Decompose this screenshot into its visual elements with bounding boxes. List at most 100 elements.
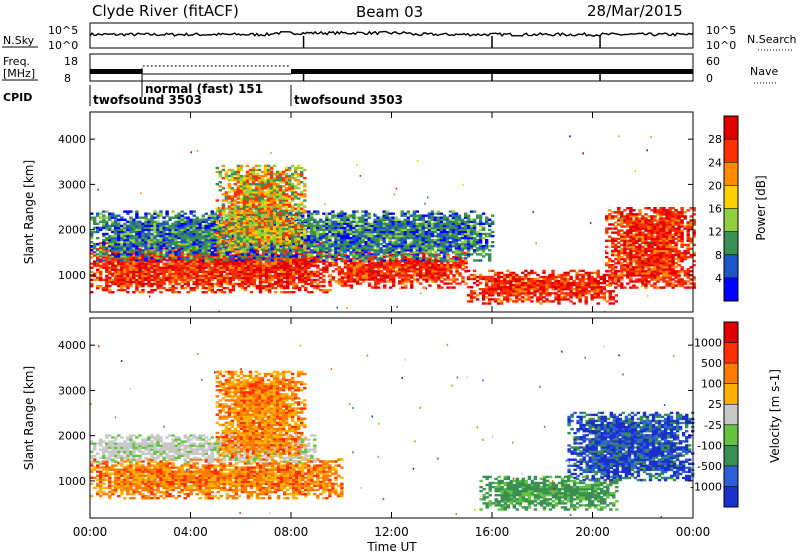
heatmap-cell <box>159 280 163 284</box>
heatmap-cell <box>689 225 693 228</box>
heatmap-cell <box>593 277 597 281</box>
heatmap-cell <box>569 292 573 295</box>
cpid-segment-2: normal (fast) 151 <box>145 82 263 96</box>
heatmap-cell <box>632 237 636 240</box>
heatmap-cell <box>518 290 522 293</box>
heatmap-cell <box>189 212 193 215</box>
heatmap-cell <box>204 266 208 269</box>
heatmap-cell <box>171 274 175 278</box>
heatmap-cell <box>93 222 97 225</box>
heatmap-cell <box>243 280 248 284</box>
heatmap-cell <box>141 272 145 275</box>
heatmap-cell <box>286 272 290 275</box>
heatmap-cell <box>132 230 136 234</box>
heatmap-cell <box>578 290 582 293</box>
heatmap-cell <box>392 282 396 285</box>
heatmap-cell <box>99 266 103 269</box>
heatmap-cell <box>177 249 181 252</box>
heatmap-cell <box>90 274 94 278</box>
heatmap-cell <box>668 251 672 255</box>
heatmap-cell <box>228 262 233 265</box>
heatmap-cell <box>225 266 230 269</box>
heatmap-cell <box>313 230 317 234</box>
heatmap-cell <box>201 251 205 254</box>
heatmap-cell <box>677 225 681 228</box>
heatmap-cell <box>389 276 393 279</box>
heatmap-cell <box>180 280 184 284</box>
heatmap-cell <box>174 222 178 225</box>
heatmap-cell <box>617 276 621 279</box>
heatmap-cell <box>261 266 266 269</box>
heatmap-cell <box>620 251 624 255</box>
heatmap-cell <box>557 286 561 289</box>
heatmap-cell <box>289 266 293 269</box>
heatmap-cell <box>404 266 408 269</box>
heatmap-cell <box>533 292 537 295</box>
heatmap-cell <box>355 270 360 273</box>
heatmap-cell <box>147 268 151 271</box>
heatmap-cell <box>138 282 142 286</box>
heatmap-cell <box>413 266 417 269</box>
heatmap-cell <box>614 266 618 269</box>
heatmap-cell <box>114 234 118 238</box>
heatmap-cell <box>677 284 681 287</box>
heatmap-cell <box>509 279 513 283</box>
heatmap-cell <box>521 300 525 303</box>
heatmap-cell <box>189 222 193 225</box>
heatmap-cell <box>440 274 444 277</box>
heatmap-cell <box>292 266 296 269</box>
heatmap-cell <box>120 262 124 265</box>
heatmap-cell <box>443 266 447 269</box>
heatmap-cell <box>404 278 408 281</box>
heatmap-cell <box>93 245 97 248</box>
heatmap-cell <box>428 276 432 279</box>
heatmap-cell <box>249 272 254 275</box>
heatmap-cell <box>186 254 190 257</box>
heatmap-cell <box>231 276 236 280</box>
heatmap-cell <box>204 280 208 284</box>
heatmap-cell <box>322 245 326 248</box>
heatmap-cell <box>316 230 320 234</box>
heatmap-cell <box>632 233 636 236</box>
heatmap-cell <box>626 264 630 267</box>
heatmap-cell <box>440 280 444 283</box>
heatmap-cell <box>331 220 335 223</box>
heatmap-cell <box>120 282 124 286</box>
heatmap-cell <box>569 281 573 285</box>
heatmap-cell <box>425 274 429 277</box>
heatmap-cell <box>446 262 450 265</box>
heatmap-cell <box>364 278 369 281</box>
heatmap-cell <box>623 274 627 277</box>
heatmap-cell <box>689 219 693 222</box>
heatmap-cell <box>653 219 657 222</box>
heatmap-cell <box>102 218 106 221</box>
heatmap-cell <box>93 272 97 275</box>
heatmap-cell <box>656 221 660 224</box>
heatmap-cell <box>144 234 148 238</box>
heatmap-cell <box>653 278 657 281</box>
heatmap-cell <box>629 243 633 247</box>
heatmap-cell <box>105 276 109 280</box>
heatmap-cell <box>419 268 423 271</box>
heatmap-cell <box>117 232 121 236</box>
heatmap-cell <box>192 249 196 252</box>
heatmap-cell <box>267 278 272 282</box>
heatmap-cell <box>90 256 94 259</box>
heatmap-cell <box>210 262 214 265</box>
heatmap-cell <box>210 216 214 219</box>
heatmap-cell <box>210 212 214 215</box>
heatmap-cell <box>264 259 269 262</box>
heatmap-cell <box>165 220 169 223</box>
heatmap-cell <box>355 274 360 277</box>
heatmap-cell <box>545 298 549 301</box>
heatmap-cell <box>132 243 136 246</box>
heatmap-cell <box>662 270 666 273</box>
heatmap-cell <box>298 272 302 275</box>
heatmap-cell <box>195 222 199 225</box>
heatmap-cell <box>165 276 169 280</box>
heatmap-cell <box>111 260 115 263</box>
heatmap-cell <box>310 222 314 225</box>
heatmap-cell <box>301 266 305 269</box>
heatmap-cell <box>620 286 624 289</box>
heatmap-cell <box>331 259 335 262</box>
